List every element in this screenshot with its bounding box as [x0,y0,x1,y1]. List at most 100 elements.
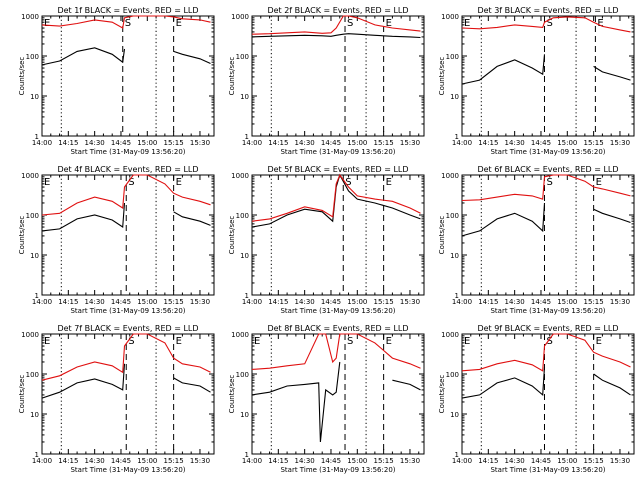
x-tick-label: 15:15 [374,298,394,306]
panel-6: Det 6f BLACK = Events, RED = LLD 1 10 100 10… [438,165,635,315]
y-tick-label: 1000 [21,13,39,21]
plot-frame [461,15,635,137]
x-tick-label: 14:45 [531,457,551,465]
panel-7: Det 7f BLACK = Events, RED = LLD 1 10 100 10… [18,324,215,474]
x-tick-label: 14:30 [295,139,315,147]
marker-label-E: E [176,177,182,188]
x-tick-label: 15:30 [610,298,630,306]
y-tick-label: 1000 [231,172,249,180]
panel-9: Det 9f BLACK = Events, RED = LLD 1 10 100 10… [438,324,635,474]
x-tick-label: 14:30 [505,298,525,306]
y-tick-label: 1000 [21,331,39,339]
plot-frame [41,174,215,296]
y-axis-label: Counts/sec [438,216,446,255]
series-line-events [251,173,421,228]
marker-label-S: S [128,336,134,347]
panel-title: Det 6f BLACK = Events, RED = LLD [477,165,618,174]
series-line-events [41,47,126,66]
x-tick-label: 15:30 [400,457,420,465]
series-line-events [41,363,126,399]
y-tick-label: 100 [446,371,459,379]
series-line-events [461,54,546,85]
marker-label-S: S [546,177,552,188]
panel-title: Det 9f BLACK = Events, RED = LLD [477,324,618,333]
y-axis-label: Counts/sec [18,57,26,96]
x-tick-label: 14:15 [58,298,78,306]
marker-label-E: E [464,336,470,347]
y-tick-label: 1000 [441,331,459,339]
x-tick-label: 15:00 [347,139,367,147]
y-tick-label: 1 [35,451,39,459]
marker-label-E: E [386,18,392,29]
y-tick-label: 1000 [21,172,39,180]
x-tick-label: 15:00 [347,457,367,465]
x-tick-label: 14:45 [321,457,341,465]
x-tick-label: 15:15 [164,298,184,306]
x-axis-label: Start Time (31-May-09 13:56:20) [490,466,605,474]
x-tick-label: 14:30 [295,457,315,465]
y-tick-label: 1000 [441,13,459,21]
x-tick-label: 15:00 [137,139,157,147]
marker-label-E: E [44,177,50,188]
x-tick-label: 14:00 [32,298,52,306]
y-tick-label: 100 [26,371,39,379]
y-tick-label: 10 [450,93,459,101]
series-line-lld [41,15,211,29]
y-tick-label: 100 [236,53,249,61]
y-tick-label: 10 [450,411,459,419]
x-tick-label: 14:00 [452,298,472,306]
marker-label-S: S [345,177,351,188]
marker-label-E: E [596,177,602,188]
x-tick-label: 15:00 [347,298,367,306]
y-tick-label: 1 [455,451,459,459]
marker-label-E: E [386,336,392,347]
marker-label-E: E [254,336,260,347]
panel-title: Det 1f BLACK = Events, RED = LLD [57,6,198,15]
plot-frame [251,15,425,137]
y-tick-label: 10 [30,252,39,260]
y-tick-label: 1 [245,292,249,300]
marker-label-S: S [347,336,353,347]
panel-title: Det 7f BLACK = Events, RED = LLD [57,324,198,333]
x-tick-label: 15:30 [610,139,630,147]
marker-label-S: S [347,18,353,29]
y-tick-label: 100 [446,212,459,220]
panel-title: Det 8f BLACK = Events, RED = LLD [267,324,408,333]
x-tick-label: 15:00 [137,457,157,465]
x-tick-label: 14:15 [58,139,78,147]
x-tick-label: 15:15 [164,457,184,465]
x-tick-label: 14:30 [295,298,315,306]
x-tick-label: 14:45 [111,298,131,306]
series-line-events [461,202,546,237]
x-tick-label: 14:30 [85,298,105,306]
y-tick-label: 100 [236,212,249,220]
panel-5: Det 5f BLACK = Events, RED = LLD 1 10 100 10… [228,165,425,315]
y-tick-label: 10 [30,93,39,101]
x-tick-label: 14:00 [452,457,472,465]
x-tick-label: 15:30 [190,298,210,306]
y-tick-label: 1000 [231,331,249,339]
series-line-events [593,65,631,81]
panel-8: Det 8f BLACK = Events, RED = LLD 1 10 100 10… [228,324,425,474]
marker-label-E: E [597,18,603,29]
x-tick-label: 15:00 [137,298,157,306]
y-tick-label: 1 [455,133,459,141]
x-axis-label: Start Time (31-May-09 13:56:20) [280,307,395,315]
x-tick-label: 14:00 [242,457,262,465]
x-axis-label: Start Time (31-May-09 13:56:20) [490,307,605,315]
x-axis-label: Start Time (31-May-09 13:56:20) [70,466,185,474]
x-tick-label: 15:30 [610,457,630,465]
panel-title: Det 4f BLACK = Events, RED = LLD [57,165,198,174]
y-tick-label: 10 [240,93,249,101]
x-tick-label: 15:15 [374,457,394,465]
x-tick-label: 14:15 [478,457,498,465]
x-tick-label: 14:30 [85,139,105,147]
plot-frame [251,174,425,296]
x-tick-label: 15:15 [164,139,184,147]
series-line-lld [251,15,421,35]
series-line-lld [461,333,631,372]
x-axis-label: Start Time (31-May-09 13:56:20) [280,466,395,474]
panel-3: Det 3f BLACK = Events, RED = LLD 1 10 100 10… [438,6,635,156]
x-tick-label: 15:30 [190,457,210,465]
x-tick-label: 14:15 [268,457,288,465]
